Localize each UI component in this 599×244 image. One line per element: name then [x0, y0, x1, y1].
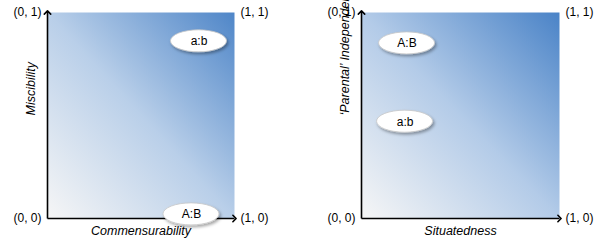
- svg-text:a:b: a:b: [191, 34, 208, 48]
- svg-text:(1, 1): (1, 1): [566, 5, 594, 19]
- svg-text:(0, 0): (0, 0): [13, 211, 41, 225]
- svg-text:(1, 0): (1, 0): [566, 211, 594, 225]
- svg-text:(1, 0): (1, 0): [241, 211, 269, 225]
- svg-text:Commensurability: Commensurability: [91, 224, 192, 238]
- svg-text:(0, 0): (0, 0): [327, 211, 355, 225]
- svg-text:(1, 1): (1, 1): [241, 5, 269, 19]
- svg-text:A:B: A:B: [182, 207, 201, 221]
- svg-text:Miscibility: Miscibility: [24, 61, 38, 115]
- svg-text:(0, 1): (0, 1): [13, 5, 41, 19]
- svg-text:Situatedness: Situatedness: [424, 224, 496, 238]
- svg-text:A:B: A:B: [397, 36, 416, 50]
- svg-text:a:b: a:b: [397, 115, 414, 129]
- svg-text:‘Parental’ Independence: ‘Parental’ Independence: [338, 0, 352, 116]
